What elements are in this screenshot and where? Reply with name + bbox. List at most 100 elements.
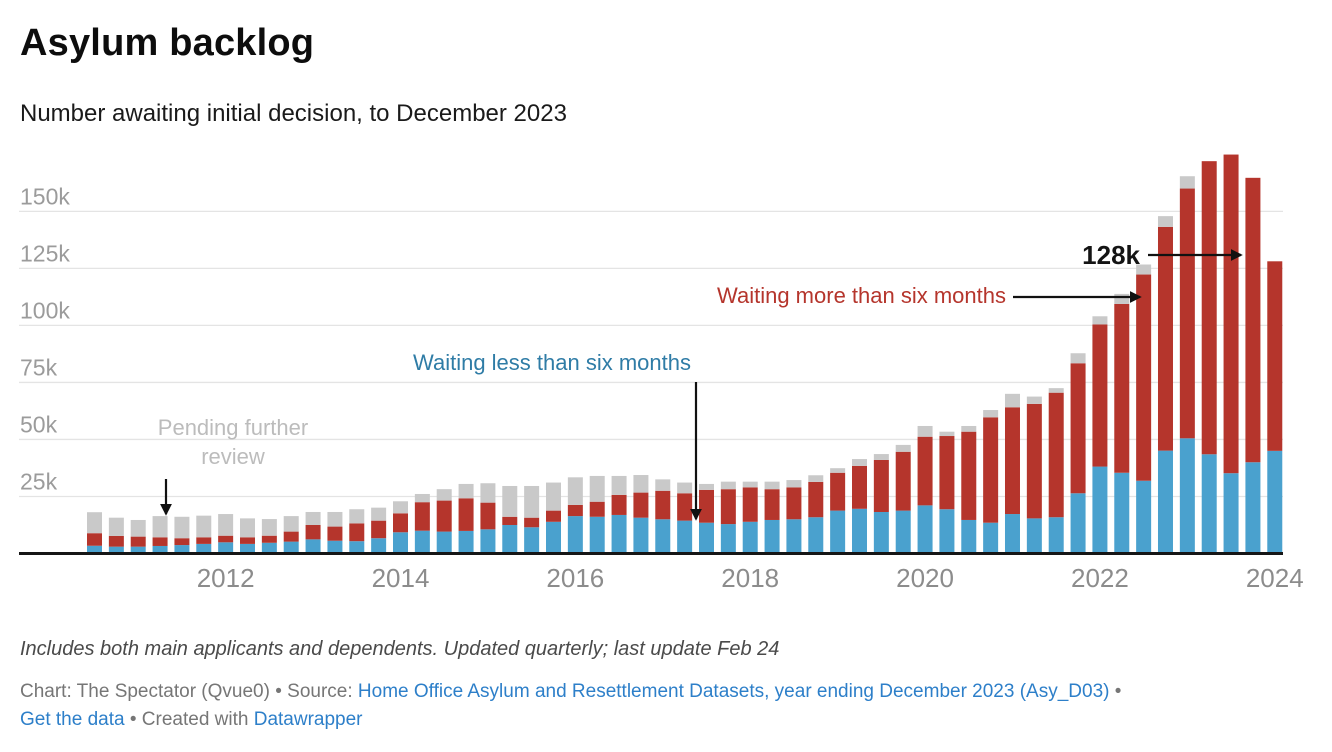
bar-segment-pending[interactable] (108, 517, 124, 536)
bar-segment-pending[interactable] (611, 475, 627, 495)
bar-segment-more6[interactable] (633, 492, 649, 518)
bar-segment-pending[interactable] (349, 509, 365, 524)
bar-segment-less6[interactable] (174, 545, 190, 554)
bar-segment-pending[interactable] (786, 480, 802, 488)
bar-segment-more6[interactable] (349, 523, 365, 542)
bar-segment-less6[interactable] (983, 522, 999, 554)
bar-segment-pending[interactable] (742, 481, 758, 488)
bar-segment-more6[interactable] (436, 500, 452, 532)
bar-segment-less6[interactable] (786, 519, 802, 554)
bar-segment-pending[interactable] (1092, 316, 1108, 325)
bar-segment-pending[interactable] (983, 410, 999, 418)
bar-segment-pending[interactable] (502, 485, 518, 517)
bar-segment-more6[interactable] (414, 502, 430, 531)
bar-segment-more6[interactable] (218, 535, 234, 543)
bar-segment-more6[interactable] (1136, 274, 1152, 481)
get-data-link[interactable]: Get the data (20, 709, 125, 730)
bar-segment-more6[interactable] (786, 487, 802, 520)
bar-segment-more6[interactable] (1157, 226, 1173, 451)
bar-segment-pending[interactable] (567, 477, 583, 505)
datawrapper-link[interactable]: Datawrapper (253, 709, 363, 730)
bar-segment-less6[interactable] (1114, 472, 1130, 554)
bar-segment-pending[interactable] (895, 444, 911, 452)
bar-segment-pending[interactable] (589, 475, 605, 502)
bar-segment-more6[interactable] (1201, 161, 1217, 455)
bar-segment-more6[interactable] (393, 513, 408, 533)
bar-segment-less6[interactable] (699, 522, 714, 554)
bar-segment-less6[interactable] (567, 516, 583, 554)
bar-segment-less6[interactable] (589, 516, 605, 554)
bar-segment-less6[interactable] (677, 520, 693, 554)
bar-segment-less6[interactable] (414, 530, 430, 554)
bar-segment-more6[interactable] (152, 537, 168, 546)
bar-segment-less6[interactable] (1136, 480, 1152, 554)
bar-segment-pending[interactable] (196, 515, 212, 538)
bar-segment-more6[interactable] (611, 494, 627, 515)
source-link[interactable]: Home Office Asylum and Resettlement Data… (357, 681, 1110, 702)
bar-segment-more6[interactable] (1267, 261, 1283, 451)
bar-segment-less6[interactable] (961, 519, 977, 554)
bar-segment-less6[interactable] (130, 546, 146, 554)
bar-segment-less6[interactable] (1026, 518, 1042, 554)
bar-segment-pending[interactable] (393, 501, 408, 514)
bar-segment-more6[interactable] (458, 498, 474, 531)
bar-segment-pending[interactable] (961, 425, 977, 432)
bar-segment-less6[interactable] (1201, 454, 1217, 554)
bar-segment-less6[interactable] (1245, 462, 1261, 554)
bar-segment-more6[interactable] (261, 535, 277, 543)
bar-segment-less6[interactable] (240, 543, 255, 554)
bar-segment-pending[interactable] (414, 493, 430, 503)
bar-segment-less6[interactable] (611, 514, 627, 554)
bar-segment-less6[interactable] (917, 505, 933, 554)
bar-segment-more6[interactable] (1179, 188, 1195, 439)
bar-segment-more6[interactable] (1114, 303, 1130, 473)
bar-segment-more6[interactable] (305, 524, 321, 540)
bar-segment-less6[interactable] (808, 517, 824, 554)
bar-segment-more6[interactable] (589, 501, 605, 517)
bar-segment-pending[interactable] (218, 514, 234, 536)
bar-segment-more6[interactable] (174, 538, 190, 546)
bar-segment-pending[interactable] (458, 483, 474, 499)
bar-segment-less6[interactable] (1267, 450, 1283, 554)
bar-segment-less6[interactable] (720, 524, 736, 554)
bar-segment-less6[interactable] (1223, 473, 1239, 554)
bar-segment-more6[interactable] (1026, 403, 1042, 519)
bar-segment-pending[interactable] (283, 516, 299, 532)
bar-segment-less6[interactable] (327, 540, 343, 554)
bar-segment-less6[interactable] (480, 529, 496, 554)
bar-segment-pending[interactable] (677, 482, 693, 494)
bar-segment-more6[interactable] (371, 520, 387, 539)
bar-segment-pending[interactable] (1157, 216, 1173, 227)
bar-segment-less6[interactable] (393, 532, 408, 554)
bar-segment-more6[interactable] (677, 493, 693, 521)
bar-segment-pending[interactable] (1004, 393, 1020, 408)
bar-segment-more6[interactable] (87, 533, 102, 546)
bar-segment-more6[interactable] (480, 502, 496, 530)
bar-segment-less6[interactable] (1048, 517, 1064, 554)
bar-segment-more6[interactable] (1223, 154, 1239, 474)
bar-segment-less6[interactable] (1092, 466, 1108, 554)
bar-segment-pending[interactable] (699, 483, 714, 490)
bar-segment-less6[interactable] (436, 531, 452, 554)
bar-segment-more6[interactable] (196, 537, 212, 544)
bar-segment-more6[interactable] (108, 535, 124, 547)
bar-segment-pending[interactable] (152, 516, 168, 538)
bar-segment-pending[interactable] (852, 459, 867, 466)
bar-segment-less6[interactable] (852, 508, 867, 554)
bar-segment-pending[interactable] (240, 518, 255, 538)
bar-segment-more6[interactable] (502, 516, 518, 525)
bar-segment-less6[interactable] (349, 541, 365, 554)
bar-segment-pending[interactable] (764, 481, 780, 490)
bar-segment-less6[interactable] (1004, 514, 1020, 554)
bar-segment-more6[interactable] (1092, 324, 1108, 467)
bar-segment-pending[interactable] (917, 425, 933, 437)
bar-segment-pending[interactable] (720, 481, 736, 490)
bar-segment-less6[interactable] (502, 524, 518, 554)
bar-segment-less6[interactable] (1179, 438, 1195, 554)
bar-segment-less6[interactable] (305, 539, 321, 554)
bar-segment-less6[interactable] (1157, 450, 1173, 554)
bar-segment-less6[interactable] (633, 517, 649, 554)
bar-segment-pending[interactable] (1136, 264, 1152, 275)
bar-segment-pending[interactable] (87, 512, 102, 534)
bar-segment-less6[interactable] (196, 543, 212, 554)
